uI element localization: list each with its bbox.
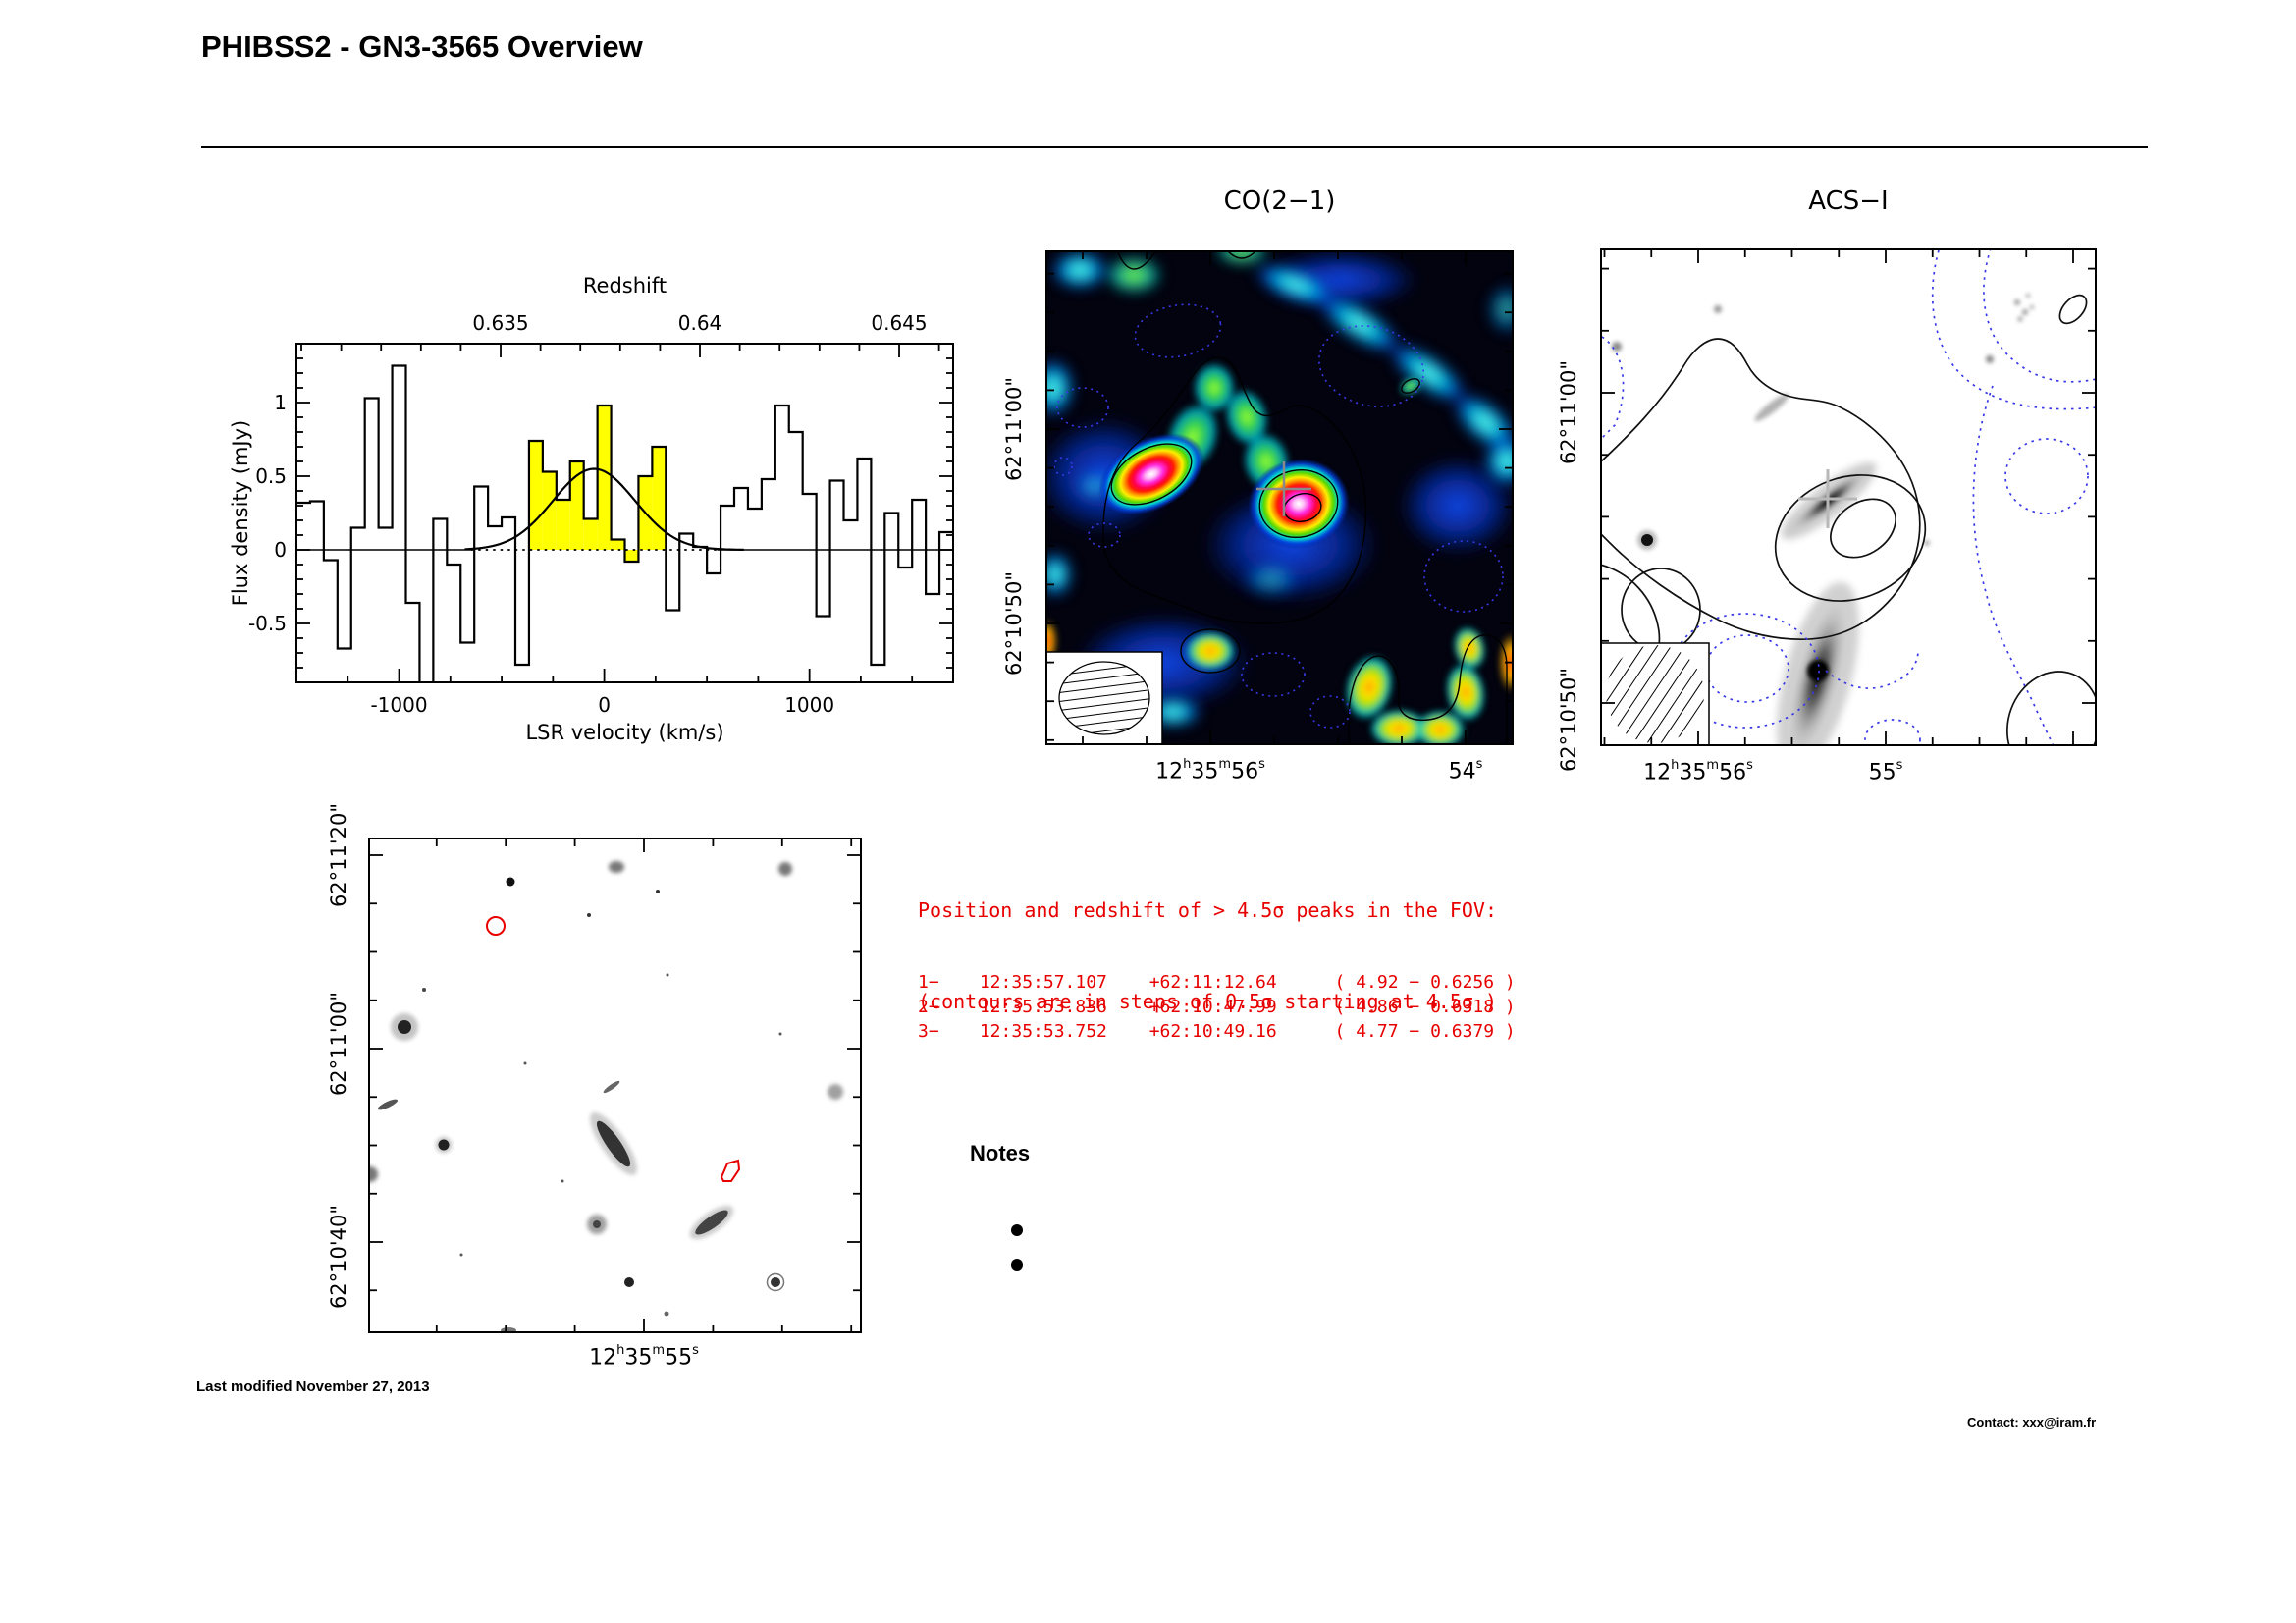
notes-title: Notes — [970, 1141, 1031, 1165]
acs-panel-title: ACS−I — [1808, 187, 1889, 216]
contact-text: Contact: xxx@iram.fr — [1967, 1415, 2097, 1430]
svg-text:Flux density (mJy): Flux density (mJy) — [229, 420, 252, 606]
peak-detail: ( 4.77 − 0.6379 ) — [1334, 1021, 1516, 1042]
spectrum-panel: -1000 0 1000 -0.5 0 0.5 1 0.635 0.64 0.645 Redshif… — [226, 245, 991, 756]
note-bullet — [1011, 1259, 1023, 1271]
peak-row-3: 3− 12:35:53.752 +62:10:49.16 ( 4.77 − 0.… — [918, 1019, 1516, 1044]
co-map-cyan-blobs — [1045, 250, 1514, 745]
co-beam-ellipse — [1058, 661, 1150, 735]
acs-negative-contours — [1600, 248, 2097, 746]
spectrum-plot: -1000 0 1000 -0.5 0 0.5 1 0.635 0.64 0.645 Redshif… — [229, 274, 954, 744]
peak-dec: +62:10:47.99 — [1148, 997, 1277, 1017]
field-dec-label-1100: 62°11'00" — [327, 991, 350, 1097]
peak-detail: ( 4.92 − 0.6256 ) — [1334, 972, 1516, 993]
svg-text:0.5: 0.5 — [255, 464, 287, 488]
acs-ra-label-55s: 55s — [1868, 758, 1903, 785]
co-beam-inset — [1045, 651, 1163, 745]
note-bullet — [1011, 1224, 1023, 1236]
peak-num: 2− — [918, 997, 939, 1017]
svg-text:0.64: 0.64 — [678, 311, 722, 335]
svg-text:-0.5: -0.5 — [248, 612, 287, 635]
peak-dec: +62:11:12.64 — [1148, 972, 1277, 993]
acs-beam-inset — [1600, 642, 1710, 746]
svg-text:1000: 1000 — [784, 693, 834, 717]
acs-panel: ACS−I — [1557, 177, 2097, 844]
field-image — [368, 838, 862, 1333]
page-title: PHIBSS2 - GN3-3565 Overview — [201, 29, 643, 64]
peak-ra: 12:35:57.107 — [979, 972, 1107, 993]
co-panel: CO(2−1) — [1002, 177, 1514, 844]
acs-dec-label-1100: 62°11'00" — [1557, 359, 1580, 465]
svg-text:Redshift: Redshift — [583, 274, 667, 298]
last-modified-text: Last modified November 27, 2013 — [196, 1379, 430, 1395]
field-ra-label-55s: 12h35m55s — [589, 1343, 699, 1371]
co-crosshair — [1256, 461, 1311, 516]
peak-row-1: 1− 12:35:57.107 +62:11:12.64 ( 4.92 − 0.… — [918, 970, 1516, 995]
peak-ra: 12:35:53.752 — [979, 1021, 1107, 1042]
acs-crosshair — [1798, 469, 1857, 528]
field-peak-contours — [486, 916, 741, 1182]
field-galaxies — [368, 861, 843, 1333]
peak-num: 1− — [918, 972, 939, 993]
svg-text:LSR velocity (km/s): LSR velocity (km/s) — [525, 721, 723, 744]
co-ra-label-56s: 12h35m56s — [1155, 757, 1265, 784]
co-dec-label-1100: 62°11'00" — [1002, 376, 1026, 482]
co-map-image — [1045, 250, 1514, 745]
co-dec-label-1050: 62°10'50" — [1002, 570, 1026, 676]
co-panel-title: CO(2−1) — [1223, 187, 1336, 216]
peak-detail: ( 4.86 − 0.6318 ) — [1334, 997, 1516, 1017]
field-panel: 62°11'20" 62°11'00" 62°10'40" 12h35m55s — [327, 803, 862, 1397]
peaks-header-line1: Position and redshift of > 4.5σ peaks in… — [918, 898, 1498, 922]
field-peak1-contour — [486, 916, 506, 936]
peak-dec: +62:10:49.16 — [1148, 1021, 1277, 1042]
svg-text:0: 0 — [274, 538, 287, 562]
peak-num: 3− — [918, 1021, 939, 1042]
peaks-header-line2: (contours are in steps of 0.5σ starting … — [918, 990, 1498, 1013]
svg-text:0.635: 0.635 — [472, 311, 528, 335]
co-ra-label-54s: 54s — [1448, 757, 1483, 784]
peaks-list: 1− 12:35:57.107 +62:11:12.64 ( 4.92 − 0.… — [918, 970, 1516, 1044]
acs-dec-label-1050: 62°10'50" — [1557, 667, 1580, 773]
co-peak-east — [1248, 458, 1350, 550]
acs-galaxies — [1612, 294, 2034, 746]
field-dec-label-1040: 62°10'40" — [327, 1204, 350, 1310]
field-peak23-contour — [720, 1159, 741, 1182]
acs-map-image — [1600, 248, 2097, 746]
svg-text:0: 0 — [598, 693, 611, 717]
acs-ra-label-56s: 12h35m56s — [1643, 758, 1753, 785]
co-peak-west — [1098, 433, 1204, 515]
peaks-header: Position and redshift of > 4.5σ peaks in… — [918, 835, 1497, 1078]
title-divider — [201, 146, 2148, 148]
peak-ra: 12:35:53.836 — [979, 997, 1107, 1017]
svg-text:0.645: 0.645 — [871, 311, 927, 335]
field-dec-label-1120: 62°11'20" — [327, 802, 350, 908]
svg-text:1: 1 — [274, 391, 287, 414]
svg-text:-1000: -1000 — [370, 693, 427, 717]
co-positive-contours — [1102, 250, 1508, 745]
peak-row-2: 2− 12:35:53.836 +62:10:47.99 ( 4.86 − 0.… — [918, 995, 1516, 1019]
